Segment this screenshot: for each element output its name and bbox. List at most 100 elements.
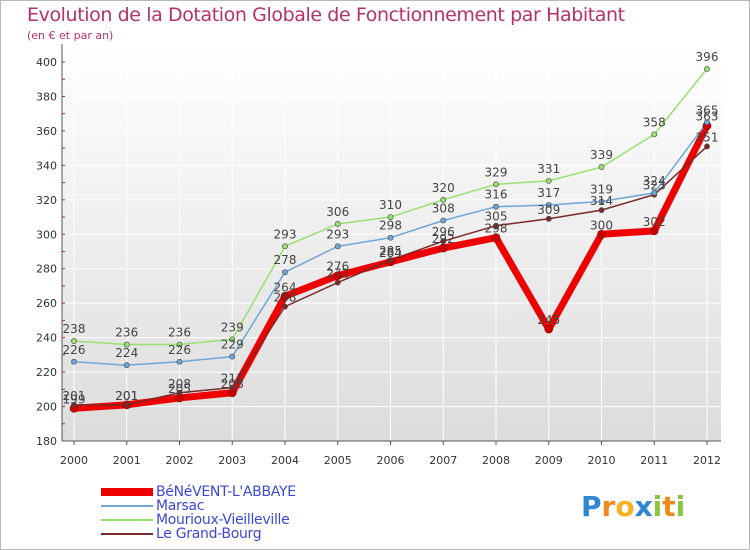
data-label: 293 [326,227,349,241]
data-point [123,401,130,408]
data-point [440,238,447,245]
y-tick-label: 380 [36,90,57,103]
data-point [176,341,183,348]
y-tick-label: 360 [36,125,57,138]
legend: BéNéVENT-L'ABBAYE Marsac Mourioux-Vieillev… [101,484,421,542]
legend-label: Le Grand-Bourg [156,526,262,542]
y-tick-label: 220 [36,366,57,379]
logo-letter: P [581,490,602,523]
data-label: 245 [537,313,560,327]
data-label: 199 [63,392,86,406]
data-label: 339 [590,148,613,162]
legend-item: Marsac [101,498,421,514]
logo-letter: o [615,490,635,523]
data-point [491,233,501,243]
data-label: 320 [432,181,455,195]
y-tick-label: 300 [36,228,57,241]
data-point [176,389,183,396]
data-point [282,303,288,310]
data-label: 324 [643,174,666,188]
data-point [704,119,710,126]
data-label: 363 [696,110,719,124]
proxiti-logo: Proxiti [581,490,685,523]
data-point [229,336,236,343]
data-label: 331 [537,162,560,176]
data-label: 211 [221,372,244,386]
data-label: 278 [274,253,297,267]
y-tick-label: 180 [36,435,57,448]
data-point [334,279,341,286]
x-tick-label: 2008 [482,454,510,467]
logo-letter: r [601,490,616,523]
data-point [71,358,77,365]
logo-letter: t [662,490,676,523]
data-point [71,401,77,408]
data-point [334,221,341,227]
data-label: 314 [590,194,613,208]
data-point [123,362,130,369]
y-tick-label: 260 [36,297,57,310]
x-tick-label: 2003 [218,454,246,467]
data-point [387,234,394,241]
data-point [229,384,236,391]
data-point [598,198,605,205]
data-point [544,324,554,334]
legend-swatch [101,519,153,521]
legend-item: Mourioux-Vieilleville [101,512,421,528]
x-tick-label: 2004 [271,454,299,467]
plot-area [62,44,721,441]
data-label: 396 [696,50,719,64]
x-tick-label: 2011 [640,454,668,467]
data-point [651,131,658,138]
data-label: 276 [326,260,349,274]
legend-swatch [101,505,153,507]
data-label: 292 [432,232,455,246]
data-label: 309 [537,203,560,217]
data-point [387,214,394,220]
data-label: 351 [696,130,719,144]
data-point [598,207,605,214]
data-point [280,291,290,301]
data-label: 300 [590,218,613,232]
y-tick-label: 320 [36,194,57,207]
data-label: 310 [379,198,402,212]
data-point [229,353,236,360]
legend-item: BéNéVENT-L'ABBAYE [101,484,421,500]
data-label: 208 [221,377,244,391]
x-tick-label: 2012 [693,454,721,467]
data-point [493,222,499,229]
data-point [282,243,288,250]
logo-letter: i [652,490,663,523]
data-label: 305 [485,210,508,224]
legend-swatch [101,533,153,535]
data-label: 238 [63,322,86,336]
x-tick-label: 2001 [113,454,141,467]
x-tick-label: 2006 [377,454,405,467]
data-label: 329 [485,165,508,179]
data-label: 224 [115,346,138,360]
x-tick-label: 2009 [535,454,563,467]
x-tick-label: 2005 [324,454,352,467]
data-label: 201 [115,389,138,403]
data-label: 226 [63,343,86,357]
data-point [387,257,394,264]
data-label: 264 [274,280,297,294]
data-label: 226 [168,343,191,357]
data-label: 258 [274,291,297,305]
data-label: 316 [485,188,508,202]
x-tick-label: 2002 [166,454,194,467]
data-point [176,358,183,365]
chart-title: Evolution de la Dotation Globale de Fonc… [27,4,625,26]
data-label: 272 [326,267,349,281]
data-point [704,143,710,150]
data-label: 298 [485,222,508,236]
data-label: 306 [326,205,349,219]
y-tick-label: 280 [36,263,57,276]
data-label: 229 [221,338,244,352]
legend-swatch [101,488,153,496]
logo-letter: i [675,490,686,523]
data-label: 201 [63,389,86,403]
legend-item: Le Grand-Bourg [101,526,421,542]
